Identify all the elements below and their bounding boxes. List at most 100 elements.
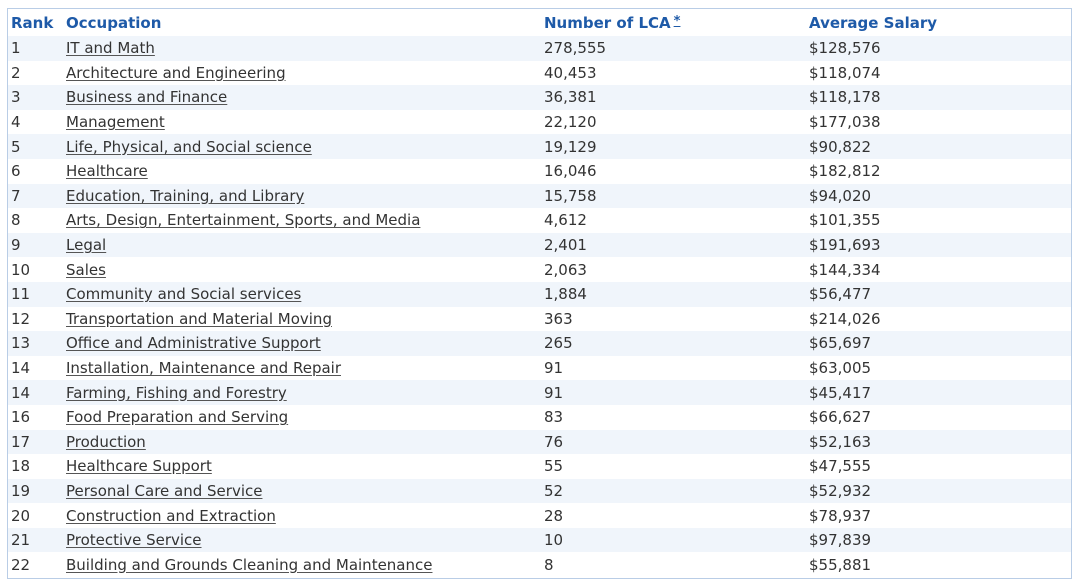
- table-row: 18 Healthcare Support 55 $47,555: [8, 454, 1071, 479]
- occupation-cell: Healthcare: [63, 159, 541, 184]
- occupation-cell: IT and Math: [63, 36, 541, 61]
- rank-cell: 20: [11, 506, 31, 525]
- occupation-link[interactable]: Office and Administrative Support: [66, 334, 321, 353]
- lca-count-cell: 363: [544, 309, 573, 328]
- occupation-link[interactable]: Transportation and Material Moving: [66, 309, 332, 328]
- average-salary-cell: $78,937: [809, 506, 872, 525]
- table-header-row: Rank Occupation Number of LCA * Average S…: [8, 9, 1071, 36]
- average-salary-cell: $182,812: [809, 162, 881, 181]
- table-row: 1 IT and Math 278,555 $128,576: [8, 36, 1071, 61]
- rank-cell: 9: [11, 236, 21, 255]
- table-row: 10 Sales 2,063 $144,334: [8, 257, 1071, 282]
- table-row: 8 Arts, Design, Entertainment, Sports, a…: [8, 208, 1071, 233]
- occupation-link[interactable]: Protective Service: [66, 531, 202, 550]
- table-body: 1 IT and Math 278,555 $128,576 2 Archite…: [8, 36, 1071, 578]
- rank-cell: 3: [11, 88, 21, 107]
- table-row: 21 Protective Service 10 $97,839: [8, 527, 1071, 553]
- occupation-link[interactable]: Arts, Design, Entertainment, Sports, and…: [66, 211, 421, 230]
- occupation-cell: Transportation and Material Moving: [63, 307, 541, 332]
- average-salary-cell: $97,839: [809, 531, 872, 550]
- average-salary-cell: $101,355: [809, 211, 881, 230]
- occupation-link[interactable]: Healthcare Support: [66, 457, 212, 476]
- table-row: 17 Production 76 $52,163: [8, 429, 1071, 455]
- table-row: 11 Community and Social services 1,884 $…: [8, 281, 1071, 307]
- table-row: 5 Life, Physical, and Social science 19,…: [8, 134, 1071, 159]
- occupation-cell: Sales: [63, 257, 541, 282]
- lca-count-cell: 2,401: [544, 236, 587, 255]
- header-rank: Rank: [11, 13, 54, 32]
- average-salary-cell: $118,074: [809, 63, 881, 82]
- table-row: 16 Food Preparation and Serving 83 $66,6…: [8, 404, 1071, 430]
- average-salary-cell: $63,005: [809, 359, 872, 378]
- lca-count-cell: 4,612: [544, 211, 587, 230]
- average-salary-cell: $45,417: [809, 383, 872, 402]
- occupation-link[interactable]: Building and Grounds Cleaning and Mainte…: [66, 555, 433, 574]
- occupation-cell: Architecture and Engineering: [63, 61, 541, 86]
- occupation-link[interactable]: IT and Math: [66, 39, 155, 58]
- table-row: 4 Management 22,120 $177,038: [8, 109, 1071, 135]
- lca-count-cell: 55: [544, 457, 564, 476]
- average-salary-cell: $47,555: [809, 457, 872, 476]
- average-salary-cell: $214,026: [809, 309, 881, 328]
- occupation-link[interactable]: Life, Physical, and Social science: [66, 137, 312, 156]
- average-salary-cell: $191,693: [809, 236, 881, 255]
- lca-count-cell: 278,555: [544, 39, 607, 58]
- occupation-cell: Food Preparation and Serving: [63, 405, 541, 430]
- lca-count-cell: 10: [544, 531, 564, 550]
- occupation-link[interactable]: Architecture and Engineering: [66, 63, 286, 82]
- occupation-cell: Business and Finance: [63, 85, 541, 110]
- lca-footnote-link[interactable]: *: [673, 13, 681, 29]
- occupation-link[interactable]: Installation, Maintenance and Repair: [66, 359, 341, 378]
- occupation-link[interactable]: Business and Finance: [66, 88, 228, 107]
- rank-cell: 14: [11, 359, 31, 378]
- occupation-link[interactable]: Education, Training, and Library: [66, 186, 305, 205]
- rank-cell: 19: [11, 481, 31, 500]
- rank-cell: 11: [11, 285, 31, 304]
- occupation-link[interactable]: Management: [66, 113, 165, 132]
- average-salary-cell: $144,334: [809, 260, 881, 279]
- average-salary-cell: $56,477: [809, 285, 872, 304]
- occupation-cell: Installation, Maintenance and Repair: [63, 356, 541, 381]
- occupation-link[interactable]: Community and Social services: [66, 285, 302, 304]
- occupation-cell: Personal Care and Service: [63, 479, 541, 504]
- occupation-link[interactable]: Personal Care and Service: [66, 481, 263, 500]
- table-row: 2 Architecture and Engineering 40,453 $1…: [8, 60, 1071, 86]
- average-salary-cell: $94,020: [809, 186, 872, 205]
- average-salary-cell: $128,576: [809, 39, 881, 58]
- occupation-link[interactable]: Legal: [66, 236, 107, 255]
- occupation-cell: Office and Administrative Support: [63, 331, 541, 356]
- table-row: 7 Education, Training, and Library 15,75…: [8, 183, 1071, 209]
- lca-count-cell: 91: [544, 383, 564, 402]
- rank-cell: 5: [11, 137, 21, 156]
- occupation-cell: Construction and Extraction: [63, 503, 541, 528]
- occupation-cell: Education, Training, and Library: [63, 184, 541, 209]
- lca-count-cell: 83: [544, 408, 564, 427]
- occupation-salary-table: Rank Occupation Number of LCA * Average S…: [8, 9, 1071, 578]
- occupation-link[interactable]: Farming, Fishing and Forestry: [66, 383, 287, 402]
- average-salary-cell: $118,178: [809, 88, 881, 107]
- occupation-link[interactable]: Food Preparation and Serving: [66, 408, 289, 427]
- lca-count-cell: 19,129: [544, 137, 597, 156]
- occupation-cell: Protective Service: [63, 528, 541, 553]
- lca-count-cell: 22,120: [544, 113, 597, 132]
- average-salary-cell: $90,822: [809, 137, 872, 156]
- occupation-link[interactable]: Production: [66, 432, 146, 451]
- occupation-cell: Management: [63, 110, 541, 135]
- rank-cell: 1: [11, 39, 21, 58]
- lca-count-cell: 28: [544, 506, 564, 525]
- occupation-link[interactable]: Construction and Extraction: [66, 506, 276, 525]
- lca-count-cell: 36,381: [544, 88, 597, 107]
- occupation-link[interactable]: Healthcare: [66, 162, 148, 181]
- average-salary-cell: $65,697: [809, 334, 872, 353]
- header-average-salary: Average Salary: [809, 13, 938, 32]
- table-row: 14 Installation, Maintenance and Repair …: [8, 355, 1071, 381]
- rank-cell: 14: [11, 383, 31, 402]
- occupation-link[interactable]: Sales: [66, 260, 106, 279]
- average-salary-cell: $52,932: [809, 481, 872, 500]
- table-row: 20 Construction and Extraction 28 $78,93…: [8, 503, 1071, 528]
- average-salary-cell: $52,163: [809, 432, 872, 451]
- occupation-cell: Legal: [63, 233, 541, 258]
- table-row: 14 Farming, Fishing and Forestry 91 $45,…: [8, 380, 1071, 405]
- lca-count-cell: 76: [544, 432, 564, 451]
- lca-count-cell: 15,758: [544, 186, 597, 205]
